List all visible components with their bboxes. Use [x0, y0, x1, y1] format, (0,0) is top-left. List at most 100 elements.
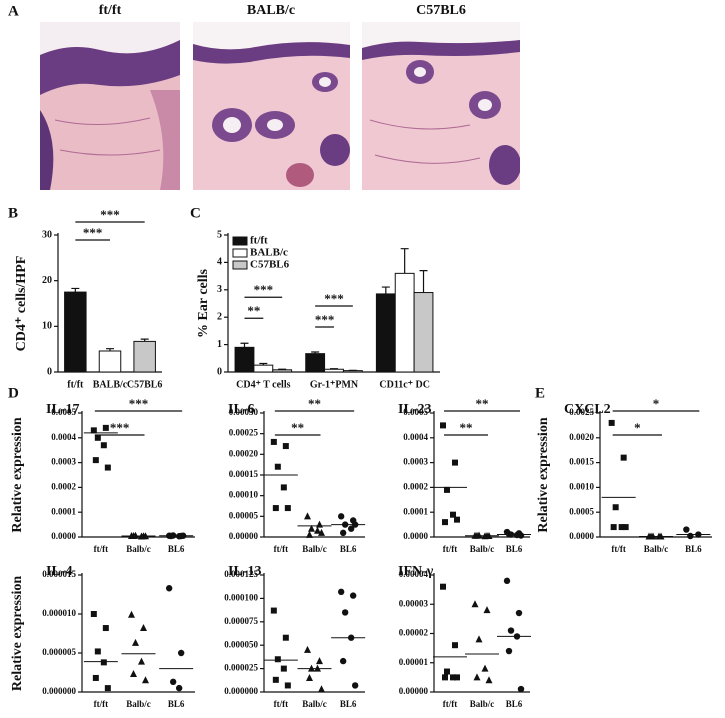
significance-label: *** [254, 282, 274, 297]
data-point [284, 505, 291, 512]
data-point [314, 526, 321, 534]
x-tick-label: ft/ft [94, 544, 109, 554]
data-point [454, 674, 460, 681]
data-point [475, 635, 483, 643]
data-point [515, 609, 523, 617]
data-point [440, 583, 446, 590]
y-tick-label: 0.000010 [42, 608, 76, 618]
significance-label: ** [247, 303, 260, 318]
chart-title: IL-17 [46, 402, 79, 417]
data-point [503, 577, 511, 585]
data-point [454, 516, 460, 523]
data-point [92, 457, 99, 464]
data-point [349, 592, 357, 599]
x-tick-label: BL6 [506, 699, 523, 709]
error-bar [259, 362, 268, 366]
x-tick-label: BL6 [506, 544, 523, 554]
y-axis-label: % Ear cells [196, 268, 211, 338]
data-point [442, 519, 448, 526]
legend-swatch [232, 236, 248, 246]
data-point [100, 442, 107, 449]
data-point [306, 530, 313, 538]
data-point [308, 524, 315, 532]
data-point [177, 649, 185, 657]
x-tick-label: Balb/c [302, 544, 327, 554]
x-tick-label: BL6 [340, 699, 357, 709]
y-axis-label: Relative expression [10, 417, 25, 532]
data-point [132, 638, 139, 646]
legend-label: BALB/c [250, 247, 288, 259]
y-tick-label: 0.0001 [51, 506, 76, 516]
data-point [452, 642, 458, 649]
histology-image [193, 22, 350, 190]
legend-swatch [232, 260, 248, 270]
x-tick-label: CD11c⁺ DC [379, 379, 430, 390]
significance-label: * [653, 396, 660, 411]
significance-label: *** [129, 396, 149, 411]
data-point [608, 419, 615, 426]
panel-label: B [8, 205, 18, 221]
data-point [351, 682, 359, 689]
data-point [272, 676, 279, 683]
data-point [282, 634, 289, 641]
y-tick-label: 5 [217, 229, 222, 240]
y-tick-label: 0.0002 [51, 481, 76, 491]
y-tick-label: 0.00000 [229, 531, 259, 541]
y-tick-label: 0.0005 [403, 407, 428, 417]
data-point [280, 665, 287, 672]
y-tick-label: 0.0025 [569, 407, 594, 417]
y-tick-label: 0.0002 [403, 481, 428, 491]
data-point [444, 486, 450, 493]
error-bar [400, 248, 409, 274]
x-tick-label: BL6 [168, 699, 185, 709]
y-axis-label: CD4⁺ cells/HPF [14, 256, 29, 352]
data-point [337, 513, 345, 520]
x-tick-label: ft/ft [443, 699, 458, 709]
x-tick-label: Balb/c [470, 544, 495, 554]
y-tick-label: 0.000000 [224, 686, 258, 696]
image-label: C57BL6 [416, 3, 466, 18]
image-label: ft/ft [99, 3, 122, 18]
y-tick-label: 0.0004 [51, 432, 76, 442]
y-tick-label: 0.00010 [229, 490, 259, 500]
x-tick-label: ft/ft [94, 699, 109, 709]
data-point [282, 443, 289, 450]
data-point [687, 532, 694, 540]
y-tick-label: 3 [217, 284, 222, 295]
data-point [339, 657, 347, 665]
error-bar [240, 342, 249, 348]
data-point [94, 648, 101, 655]
data-point [442, 674, 448, 681]
y-axis-label: Relative expression [10, 576, 25, 691]
y-tick-label: 0.00000 [399, 686, 429, 696]
data-point [306, 673, 313, 681]
data-point [483, 606, 491, 614]
y-tick-label: 0.0003 [403, 457, 428, 467]
y-tick-label: 0.000000 [42, 686, 76, 696]
error-bar [140, 338, 149, 342]
y-tick-label: 0.00030 [229, 407, 259, 417]
chart-title: IL-13 [228, 564, 261, 579]
data-point [102, 625, 109, 632]
data-point [130, 670, 137, 678]
data-point [622, 524, 629, 531]
data-point [620, 454, 627, 461]
bar [413, 292, 434, 373]
x-tick-label: CD4⁺ T cells [236, 379, 290, 390]
panel-label: E [535, 385, 545, 401]
x-tick-label: Balb/c [470, 699, 495, 709]
y-tick-label: 0.00020 [229, 448, 259, 458]
data-point [90, 611, 97, 617]
data-point [284, 682, 291, 689]
y-tick-label: 0.0005 [51, 407, 76, 417]
data-point [507, 627, 515, 634]
data-point [270, 438, 277, 445]
data-point [270, 607, 277, 614]
x-tick-label: BL6 [340, 544, 357, 554]
y-tick-label: 0 [217, 366, 222, 377]
legend-label: ft/ft [250, 235, 268, 247]
x-tick-label: Balb/c [126, 544, 151, 554]
bar [98, 350, 122, 373]
legend-swatch [232, 248, 248, 258]
